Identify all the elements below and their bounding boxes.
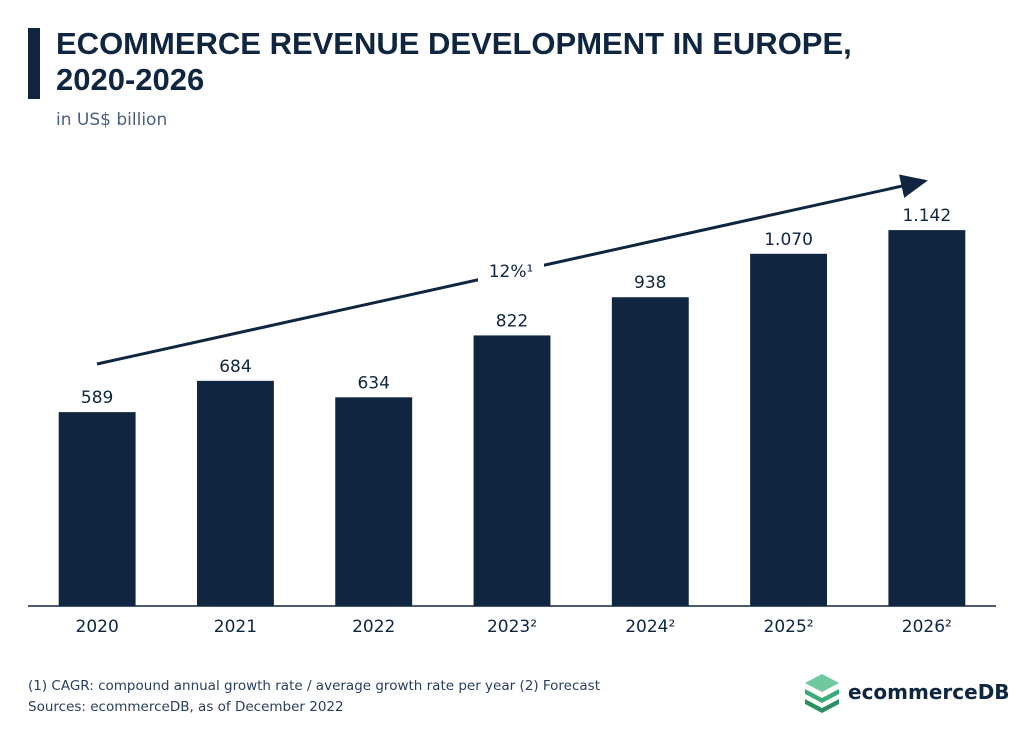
footnotes: (1) CAGR: compound annual growth rate / … [28, 676, 600, 718]
source: Sources: ecommerceDB, as of December 202… [28, 699, 344, 715]
annotation-bg [478, 258, 544, 286]
chart-title: ECOMMERCE REVENUE DEVELOPMENT IN EUROPE,… [56, 26, 852, 97]
x-tick-label: 2022 [352, 617, 395, 637]
bar [473, 335, 551, 606]
x-tick-label: 2024² [625, 617, 675, 637]
x-tick-label: 2026² [902, 617, 952, 637]
bar [196, 380, 274, 606]
value-label: 938 [634, 273, 666, 293]
bar [58, 412, 136, 606]
bar [888, 230, 966, 606]
x-tick-label: 2021 [214, 617, 257, 637]
logo-icon [805, 674, 839, 713]
x-tick-label: 2023² [487, 617, 537, 637]
chart-subtitle: in US$ billion [56, 110, 168, 130]
value-label: 822 [496, 311, 528, 331]
footnote: (1) CAGR: compound annual growth rate / … [28, 678, 601, 694]
bar [611, 297, 689, 606]
cagr-annotation: 12%¹ [489, 262, 534, 282]
title-accent [28, 28, 40, 99]
value-label: 589 [81, 388, 113, 408]
x-tick-label: 2020 [76, 617, 119, 637]
value-label: 1.142 [903, 206, 952, 226]
value-label: 1.070 [764, 230, 813, 250]
bar [335, 397, 413, 606]
x-tick-label: 2025² [764, 617, 814, 637]
value-label: 684 [219, 357, 251, 377]
brand: ecommerceDB [848, 680, 1010, 704]
bar [750, 253, 828, 606]
value-label: 634 [357, 373, 389, 393]
